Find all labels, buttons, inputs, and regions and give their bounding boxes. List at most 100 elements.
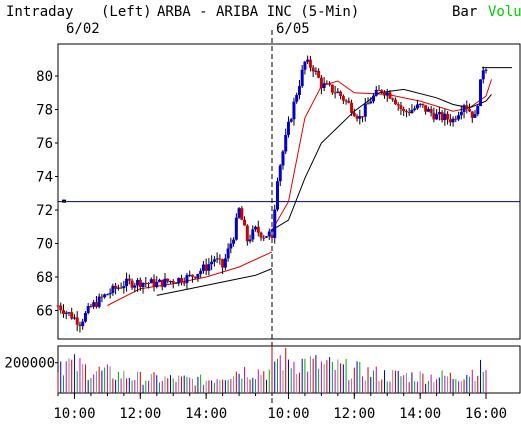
candle-up xyxy=(201,264,205,271)
candle-up xyxy=(248,239,252,242)
candle-up xyxy=(284,134,288,152)
candle-down xyxy=(421,103,425,106)
candle-up xyxy=(435,114,439,120)
candle-down xyxy=(344,100,348,102)
candle-up xyxy=(292,101,296,120)
candle-up xyxy=(413,108,417,110)
candle-up xyxy=(72,317,76,319)
candle-down xyxy=(388,92,392,99)
candle-down xyxy=(361,116,365,118)
candle-down xyxy=(319,77,323,88)
candle-down xyxy=(465,105,469,110)
day-label: 6/05 xyxy=(276,21,310,37)
candle-up xyxy=(426,108,430,112)
candle-down xyxy=(243,219,247,226)
candle-up xyxy=(133,285,137,288)
candle-up xyxy=(177,277,181,284)
candle-up xyxy=(122,286,126,289)
candle-down xyxy=(147,283,151,285)
candle-up xyxy=(278,165,282,182)
volume-toggle-label[interactable]: Volu xyxy=(488,4,521,20)
candle-up xyxy=(163,278,167,287)
candle-down xyxy=(240,208,244,220)
candle-down xyxy=(432,112,436,120)
candle-up xyxy=(443,113,447,121)
candle-down xyxy=(382,91,386,96)
candle-down xyxy=(61,310,65,314)
candle-up xyxy=(322,83,326,88)
candle-down xyxy=(89,306,93,308)
candle-up xyxy=(410,109,414,114)
candle-down xyxy=(262,237,266,239)
time-tick-label: 10:00 xyxy=(53,406,95,422)
interval-label[interactable]: Intraday xyxy=(6,4,73,20)
candle-up xyxy=(358,116,362,119)
candle-up xyxy=(297,86,301,96)
price-tick-label: 68 xyxy=(36,270,53,286)
candle-down xyxy=(179,277,183,283)
volume-tick-label: 200000 xyxy=(4,356,55,372)
candle-up xyxy=(215,258,219,260)
chart-style-label[interactable]: Bar xyxy=(452,4,477,20)
candle-down xyxy=(380,90,384,92)
candle-up xyxy=(199,270,203,274)
candle-down xyxy=(448,119,452,123)
candle-up xyxy=(314,70,318,72)
candle-down xyxy=(70,312,74,319)
candle-down xyxy=(391,98,395,100)
candle-up xyxy=(300,69,304,87)
candle-up xyxy=(254,226,258,230)
candle-down xyxy=(377,89,381,91)
candle-up xyxy=(281,151,285,166)
time-axis: 10:00 12:00 14:00 10:00 12:00 14:00 16:00 xyxy=(53,393,507,422)
candle-down xyxy=(78,324,82,327)
candle-up xyxy=(226,248,230,259)
candle-down xyxy=(330,84,334,93)
candle-up xyxy=(251,229,255,240)
axis-side-label[interactable]: (Left) xyxy=(101,4,152,20)
candle-up xyxy=(168,281,172,283)
candle-down xyxy=(259,232,263,238)
volume-panel-frame xyxy=(57,345,521,394)
candle-down xyxy=(152,279,156,287)
candle-down xyxy=(308,59,312,68)
candle-up xyxy=(476,105,480,115)
candle-down xyxy=(404,111,408,113)
candle-down xyxy=(130,280,134,288)
candle-up xyxy=(103,294,107,298)
candle-down xyxy=(75,317,79,325)
candle-layer xyxy=(56,55,512,333)
candle-down xyxy=(193,276,197,278)
candle-down xyxy=(190,274,194,277)
candle-up xyxy=(479,79,483,106)
price-tick-label: 72 xyxy=(36,203,53,219)
candle-up xyxy=(92,302,96,307)
candle-down xyxy=(429,108,433,113)
candle-up xyxy=(451,118,455,123)
candle-up xyxy=(437,112,441,115)
candle-up xyxy=(484,69,488,71)
candle-down xyxy=(174,283,178,285)
candle-down xyxy=(333,92,337,94)
candle-down xyxy=(182,282,186,284)
candle-down xyxy=(468,109,472,112)
candle-up xyxy=(372,95,376,102)
candle-up xyxy=(136,279,140,286)
candle-down xyxy=(166,278,170,282)
candle-up xyxy=(237,208,241,218)
candle-up xyxy=(141,282,145,287)
candle-up xyxy=(462,105,466,112)
candle-down xyxy=(328,83,332,85)
candle-up xyxy=(86,306,90,313)
volume-axis: 200000 xyxy=(4,356,58,372)
candle-down xyxy=(256,226,260,233)
price-tick-label: 80 xyxy=(36,69,53,85)
candle-up xyxy=(481,70,485,80)
candle-down xyxy=(402,109,406,112)
candle-down xyxy=(424,105,428,112)
time-tick-label: 16:00 xyxy=(465,406,507,422)
candle-up xyxy=(207,264,211,271)
candle-down xyxy=(325,83,329,85)
candle-up xyxy=(363,103,367,117)
